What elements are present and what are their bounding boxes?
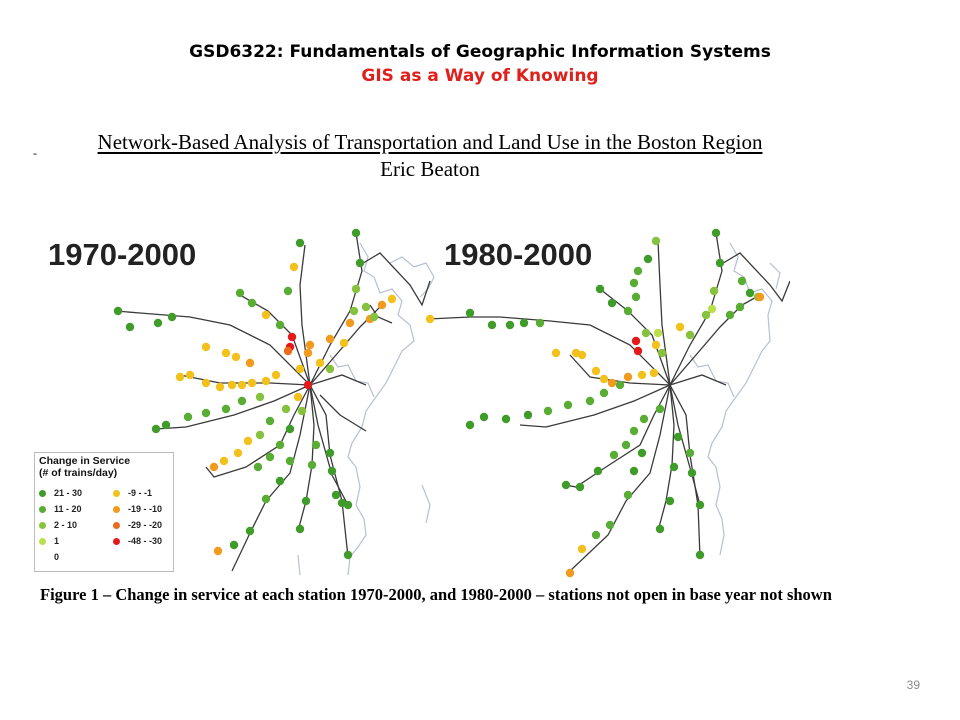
- legend-swatch: [113, 505, 120, 513]
- legend-item: 0: [39, 551, 59, 563]
- legend-item-label: -9 - -1: [128, 488, 153, 498]
- map-1980-2000: 1980-2000: [425, 228, 790, 578]
- figure-caption: Figure 1 – Change in service at each sta…: [40, 585, 832, 604]
- legend-item-label: 2 - 10: [54, 520, 78, 530]
- legend-swatch: [113, 521, 120, 529]
- legend-swatch: [39, 537, 46, 545]
- station-points: [113, 228, 397, 560]
- legend-item: -48 - -30: [113, 535, 162, 547]
- legend-title: Change in Service: [39, 455, 131, 467]
- legend-swatch: [113, 489, 120, 497]
- legend-swatch: [39, 505, 46, 513]
- station-points: [425, 228, 765, 578]
- slide-header: GSD6322: Fundamentals of Geographic Info…: [0, 40, 960, 88]
- slide-subtitle: GIS as a Way of Knowing: [361, 66, 599, 86]
- coastline: [689, 242, 781, 556]
- legend-item-label: 21 - 30: [54, 488, 83, 498]
- course-title: GSD6322: Fundamentals of Geographic Info…: [189, 42, 771, 62]
- legend-swatch: [113, 537, 120, 545]
- legend-item-label: 11 - 20: [54, 504, 82, 514]
- paper-author: Eric Beaton: [380, 157, 480, 181]
- page-number: 39: [906, 678, 920, 692]
- legend-swatch: [39, 521, 46, 529]
- legend: Change in Service (# of trains/day) 21 -…: [34, 452, 174, 572]
- legend-item: 21 - 30: [39, 487, 82, 499]
- map-label-1980-2000: 1980-2000: [444, 237, 592, 272]
- legend-swatch: [39, 554, 46, 561]
- rail-lines: [427, 232, 790, 572]
- legend-item-label: -48 - -30: [128, 536, 163, 546]
- stray-mark: -: [33, 146, 37, 160]
- coastline: [297, 242, 435, 576]
- map-1970-2000: 1970-2000: [48, 228, 435, 576]
- legend-item-label: -29 - -20: [128, 520, 163, 530]
- figure-paper-title: Network-Based Analysis of Transportation…: [40, 128, 820, 182]
- legend-item-label: -19 - -10: [128, 504, 163, 514]
- legend-item: 2 - 10: [39, 519, 77, 531]
- map-label-1970-2000: 1970-2000: [48, 237, 196, 272]
- legend-subtitle: (# of trains/day): [39, 467, 118, 479]
- legend-item: -29 - -20: [113, 519, 162, 531]
- legend-swatch: [39, 489, 46, 497]
- legend-item: -9 - -1: [113, 487, 152, 499]
- rail-service-maps: 1970-2000: [48, 228, 790, 578]
- legend-item-label: 1: [54, 536, 60, 546]
- legend-item: 11 - 20: [39, 503, 82, 515]
- legend-item-label: 0: [54, 552, 60, 562]
- paper-title: Network-Based Analysis of Transportation…: [97, 130, 763, 154]
- legend-item: 1: [39, 535, 59, 547]
- legend-item: -19 - -10: [113, 503, 162, 515]
